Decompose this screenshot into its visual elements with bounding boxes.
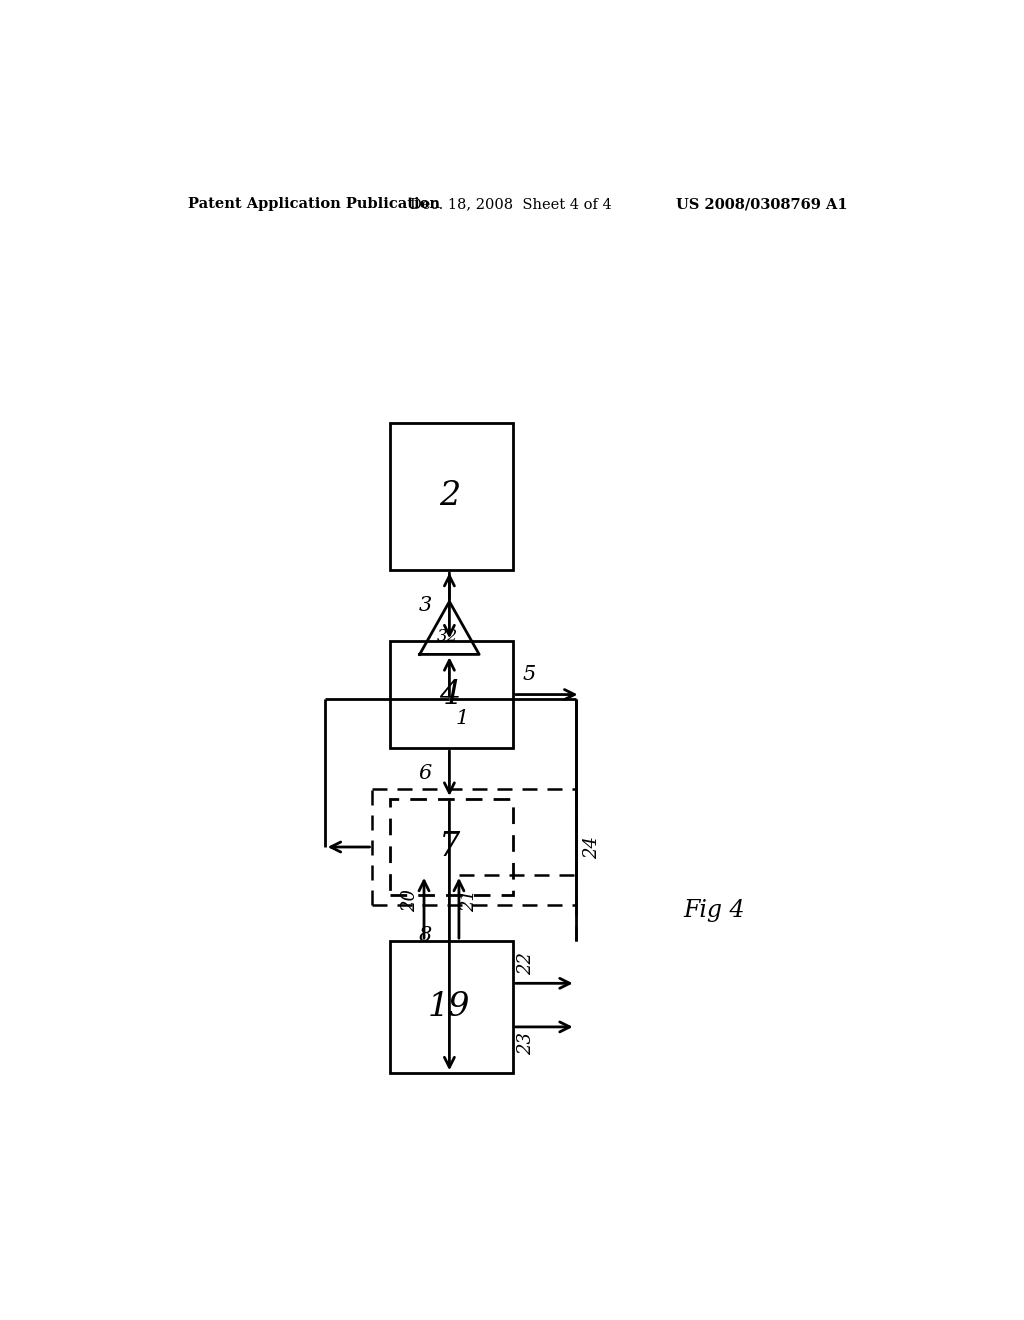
Text: 21: 21 [461, 888, 478, 912]
Text: 2: 2 [438, 480, 460, 512]
Text: 7: 7 [438, 832, 460, 863]
Text: Fig 4: Fig 4 [684, 899, 745, 923]
Text: 20: 20 [401, 888, 419, 912]
Text: 24: 24 [583, 836, 601, 858]
Text: 5: 5 [522, 665, 536, 684]
Text: 3: 3 [419, 597, 432, 615]
Text: 6: 6 [419, 764, 432, 783]
Text: 23: 23 [517, 1032, 535, 1055]
Text: Patent Application Publication: Patent Application Publication [187, 197, 439, 211]
Text: 8: 8 [419, 927, 432, 945]
Text: 19: 19 [428, 991, 471, 1023]
Text: 1: 1 [456, 709, 469, 729]
Text: 22: 22 [517, 952, 535, 975]
Text: 4: 4 [438, 678, 460, 710]
Text: US 2008/0308769 A1: US 2008/0308769 A1 [676, 197, 847, 211]
Text: 32: 32 [437, 627, 459, 644]
Text: Dec. 18, 2008  Sheet 4 of 4: Dec. 18, 2008 Sheet 4 of 4 [410, 197, 611, 211]
